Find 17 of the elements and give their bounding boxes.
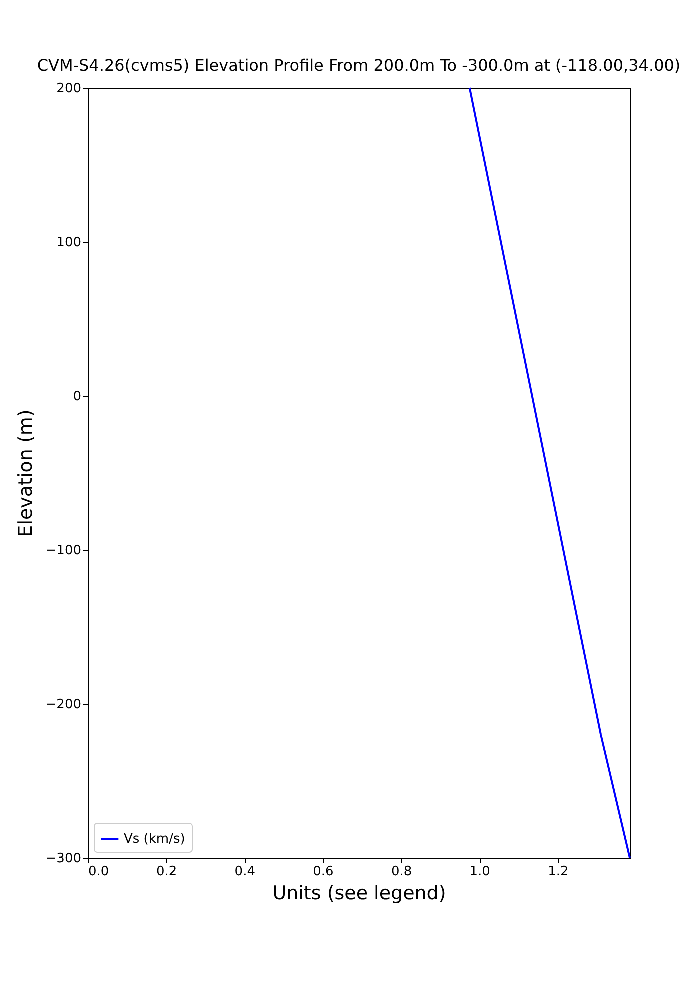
chart-title: CVM-S4.26(cvms5) Elevation Profile From 200.0m To -300.0m at (-118.00,34.00)	[37, 56, 681, 75]
x-tick-label: 0.0	[88, 864, 110, 880]
x-tick-label: 1.0	[470, 864, 490, 880]
x-tick-label: 0.4	[234, 864, 256, 880]
y-tick-label: 0	[73, 390, 82, 404]
x-tick-label: 0.8	[391, 864, 412, 880]
x-axis-title: Units (see legend)	[272, 882, 446, 904]
y-tick-label: 100	[56, 236, 82, 250]
legend-label: Vs (km/s)	[124, 832, 186, 847]
y-tick-label: 200	[56, 82, 82, 96]
y-tick-label: −200	[46, 698, 82, 712]
x-tick-label: 1.2	[548, 864, 569, 880]
y-tick-label: −100	[46, 544, 82, 558]
x-tick-label: 0.2	[156, 864, 178, 880]
y-axis-title: Elevation (m)	[14, 410, 37, 538]
x-tick-label: 0.6	[313, 864, 334, 880]
y-tick-label: −300	[46, 852, 82, 866]
